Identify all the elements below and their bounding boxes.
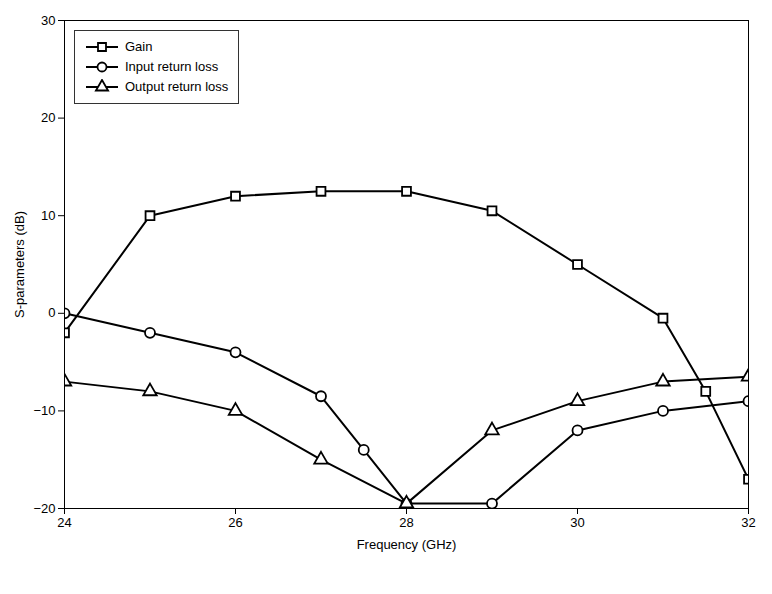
svg-text:26: 26: [228, 515, 242, 530]
html-text:Output return loss: Output return loss: [125, 79, 229, 94]
svg-text:24: 24: [57, 515, 71, 530]
svg-text:28: 28: [399, 515, 413, 530]
svg-text:S-parameters (dB): S-parameters (dB): [12, 211, 27, 318]
svg-text:30: 30: [41, 13, 55, 28]
svg-text:32: 32: [741, 515, 755, 530]
svg-text:Frequency (GHz): Frequency (GHz): [357, 537, 457, 552]
svg-text:−20: −20: [33, 501, 55, 516]
html-text:Gain: Gain: [125, 39, 153, 54]
svg-text:10: 10: [41, 208, 55, 223]
svg-text:20: 20: [41, 110, 55, 125]
svg-text:30: 30: [570, 515, 584, 530]
svg-text:0: 0: [48, 305, 55, 320]
svg-text:−10: −10: [33, 403, 55, 418]
html-text:Input return loss: Input return loss: [125, 59, 219, 74]
